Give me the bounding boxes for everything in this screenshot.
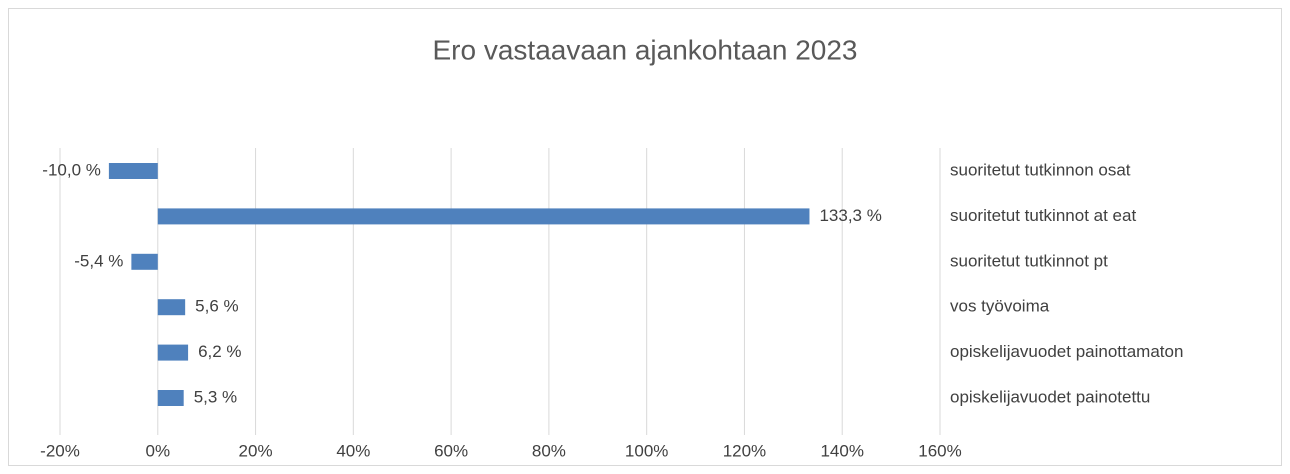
category-label: opiskelijavuodet painotettu: [950, 387, 1150, 406]
chart-title: Ero vastaavaan ajankohtaan 2023: [433, 34, 858, 65]
category-label: opiskelijavuodet painottamaton: [950, 342, 1183, 361]
x-tick-label: 140%: [820, 441, 863, 460]
bar: [108, 163, 158, 179]
data-label: 6,2 %: [198, 342, 241, 361]
data-label: -5,4 %: [74, 251, 123, 270]
data-label: -10,0 %: [42, 160, 101, 179]
x-tick-label: 80%: [532, 441, 566, 460]
x-tick-label: 20%: [239, 441, 273, 460]
category-label: suoritetut tutkinnon osat: [950, 160, 1131, 179]
x-tick-label: 0%: [145, 441, 170, 460]
data-label: 5,6 %: [195, 297, 238, 316]
x-tick-label: 60%: [434, 441, 468, 460]
x-tick-label: 40%: [336, 441, 370, 460]
bar: [157, 299, 186, 316]
x-tick-label: 100%: [625, 441, 668, 460]
bar: [157, 390, 184, 406]
chart-border: [8, 8, 1282, 466]
category-label: vos työvoima: [950, 297, 1050, 316]
category-label: suoritetut tutkinnot at eat: [950, 206, 1136, 225]
x-tick-label: 160%: [918, 441, 961, 460]
data-label: 5,3 %: [194, 387, 237, 406]
bar: [157, 344, 189, 361]
bar: [131, 253, 158, 270]
x-tick-label: -20%: [40, 441, 80, 460]
bar: [157, 208, 810, 225]
category-label: suoritetut tutkinnot pt: [950, 251, 1108, 270]
data-label: 133,3 %: [819, 206, 881, 225]
x-tick-label: 120%: [723, 441, 766, 460]
